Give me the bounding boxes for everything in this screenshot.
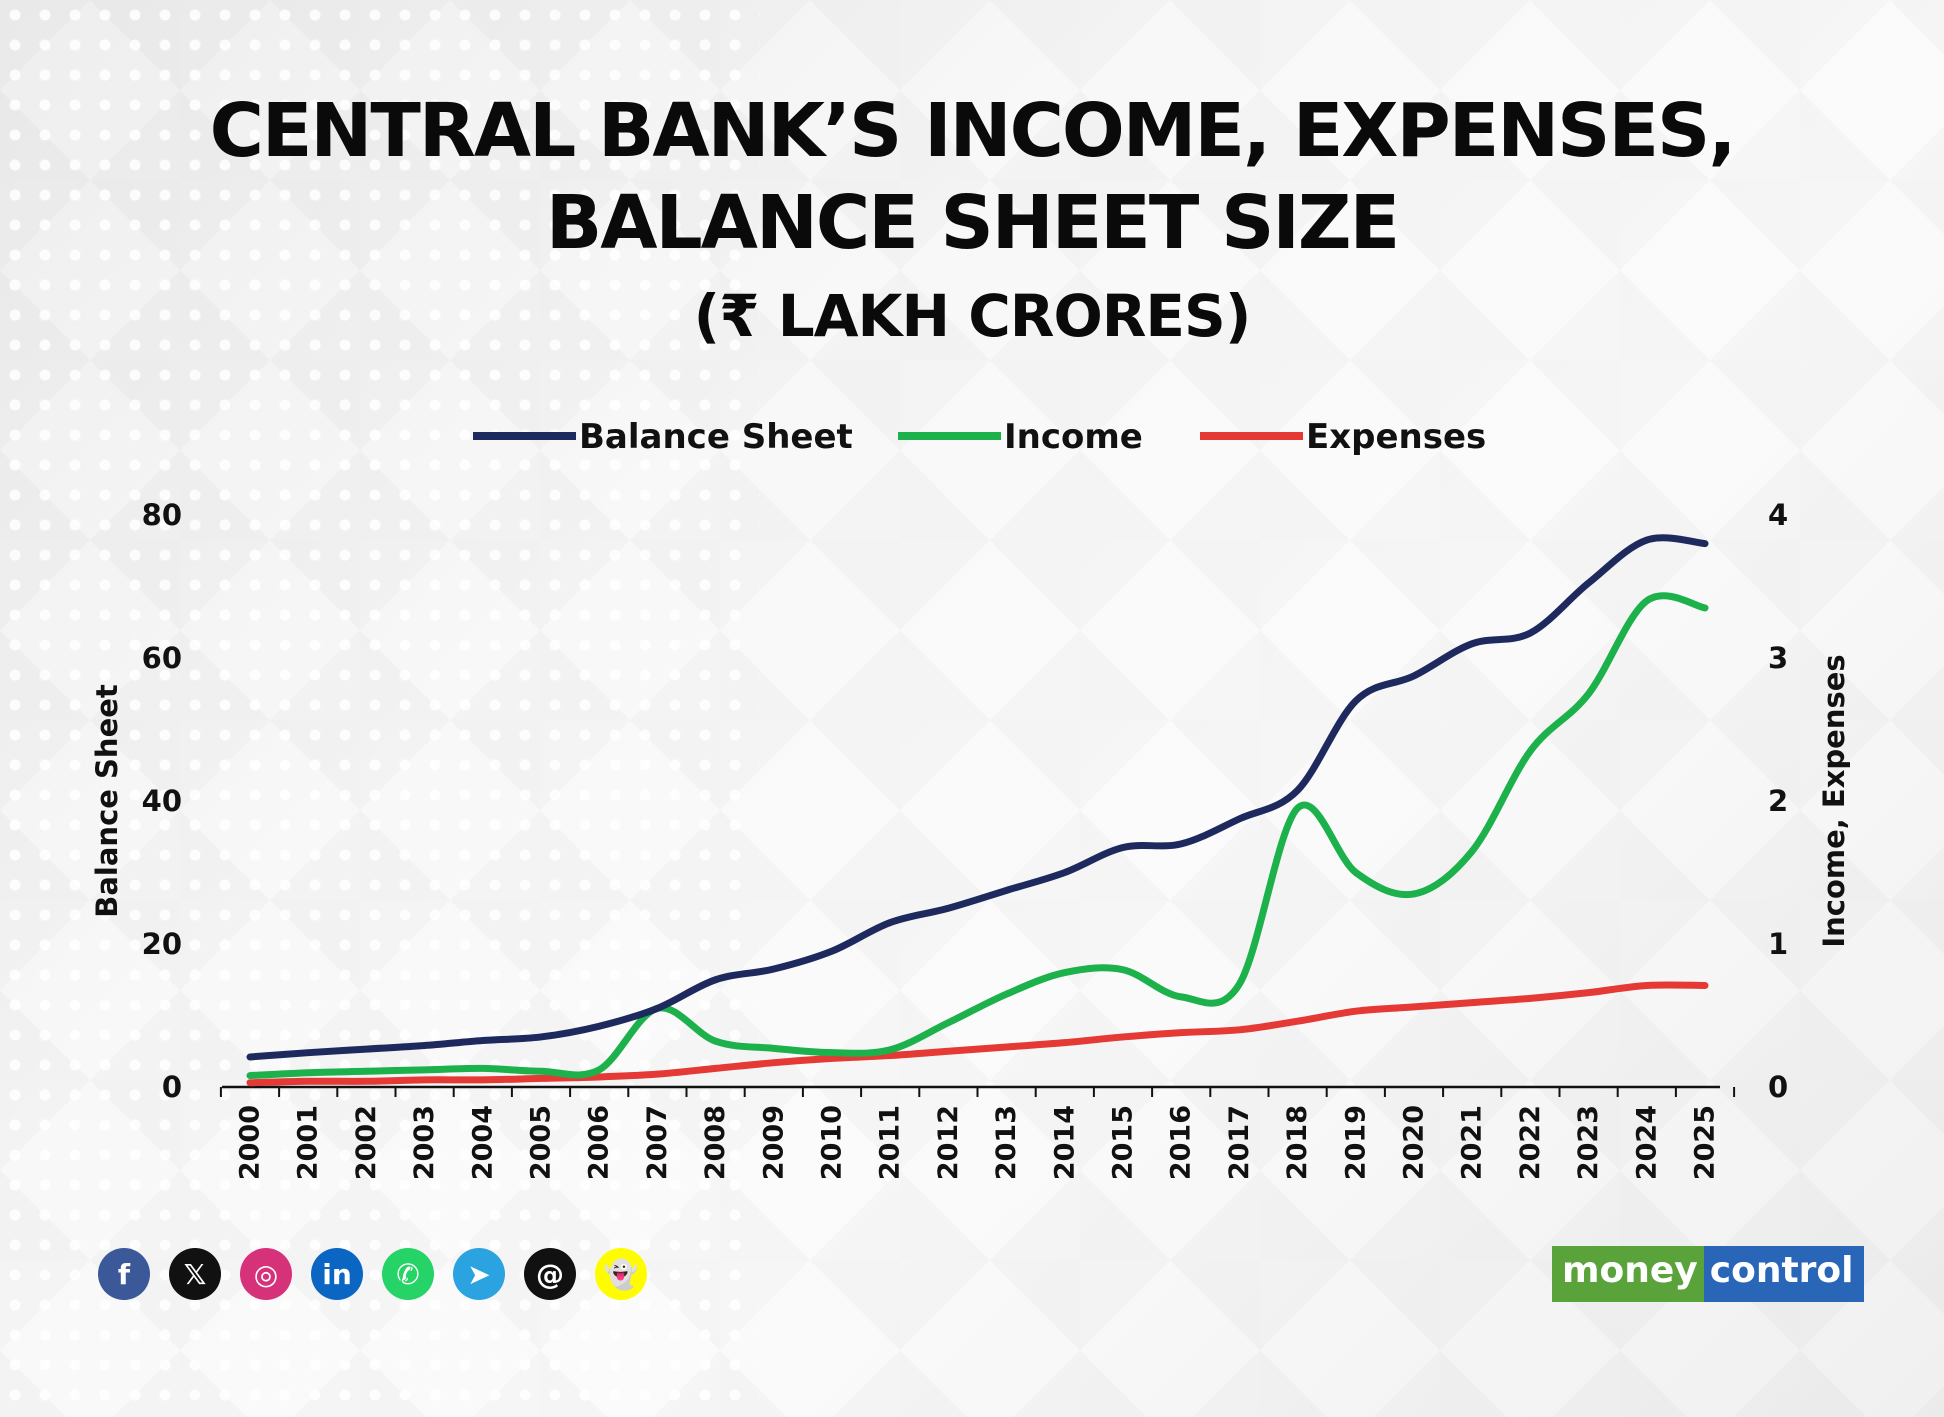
threads-icon[interactable]: @	[524, 1248, 576, 1300]
y-right-tick-label: 2	[1768, 784, 1788, 818]
x-tick-label: 2010	[817, 1105, 848, 1180]
x-tick-label: 2002	[351, 1105, 382, 1180]
y-right-tick-label: 1	[1768, 927, 1788, 961]
series-line-expenses	[246, 981, 1709, 1087]
x-tick-label: 2004	[467, 1105, 498, 1180]
x-tick-label: 2020	[1399, 1105, 1430, 1180]
whatsapp-icon[interactable]: ✆	[382, 1248, 434, 1300]
x-tick-label: 2001	[293, 1105, 324, 1180]
linkedin-icon[interactable]: in	[311, 1248, 363, 1300]
y-left-tick-label: 80	[142, 498, 182, 532]
x-tick-label: 2012	[933, 1105, 964, 1180]
y-right-tick-label: 4	[1768, 498, 1788, 532]
y-right-axis-title: Income, Expenses	[1817, 654, 1851, 947]
x-tick-label: 2007	[642, 1105, 673, 1180]
social-icons-bar: f 𝕏 ◎ in ✆ ➤ @ 👻	[98, 1248, 647, 1300]
moneycontrol-logo: money control	[1552, 1246, 1864, 1302]
y-right-tick-label: 3	[1768, 641, 1788, 675]
y-left-tick-label: 40	[142, 784, 182, 818]
x-tick-label: 2021	[1457, 1105, 1488, 1180]
x-tick-label: 2003	[409, 1105, 440, 1180]
y-left-axis-title: Balance Sheet	[90, 684, 124, 918]
logo-part-control: control	[1703, 1246, 1864, 1302]
chart-title-line1: CENTRAL BANK’S INCOME, EXPENSES,	[209, 88, 1737, 174]
instagram-icon[interactable]: ◎	[240, 1248, 292, 1300]
x-tick-label: 2000	[235, 1105, 266, 1180]
x-tick-label: 2016	[1166, 1105, 1197, 1180]
logo-part-money: money	[1552, 1246, 1704, 1302]
x-tick-label: 2018	[1282, 1105, 1313, 1180]
x-tick-label: 2013	[991, 1105, 1022, 1180]
y-left-tick-label: 0	[162, 1070, 182, 1104]
legend-label: Expenses	[1306, 417, 1486, 457]
x-tick-label: 2024	[1631, 1105, 1662, 1180]
x-tick-label: 2017	[1224, 1105, 1255, 1180]
y-right-tick-label: 0	[1768, 1070, 1788, 1104]
chart-title-line2: BALANCE SHEET SIZE	[545, 180, 1400, 266]
x-tick-label: 2006	[584, 1105, 615, 1180]
x-tick-label: 2008	[700, 1105, 731, 1180]
x-tick-label: 2005	[526, 1105, 557, 1180]
facebook-icon[interactable]: f	[98, 1248, 150, 1300]
x-tick-label: 2009	[758, 1105, 789, 1180]
legend-label: Balance Sheet	[579, 417, 853, 457]
y-left-tick-label: 60	[142, 641, 182, 675]
x-tick-label: 2023	[1573, 1105, 1604, 1180]
series-line-balance-sheet	[246, 534, 1709, 1061]
x-tick-label: 2011	[875, 1105, 906, 1180]
background-dots	[0, 0, 760, 1417]
x-tick-label: 2014	[1049, 1105, 1080, 1180]
x-icon[interactable]: 𝕏	[169, 1248, 221, 1300]
legend-label: Income	[1004, 417, 1143, 457]
x-tick-label: 2025	[1690, 1105, 1721, 1180]
series-line-income	[246, 592, 1709, 1080]
x-tick-label: 2022	[1515, 1105, 1546, 1180]
snapchat-icon[interactable]: 👻	[595, 1248, 647, 1300]
chart-subtitle: (₹ LAKH CRORES)	[693, 282, 1252, 350]
x-tick-label: 2019	[1340, 1105, 1371, 1180]
telegram-icon[interactable]: ➤	[453, 1248, 505, 1300]
y-left-tick-label: 20	[142, 927, 182, 961]
x-tick-label: 2015	[1108, 1105, 1139, 1180]
